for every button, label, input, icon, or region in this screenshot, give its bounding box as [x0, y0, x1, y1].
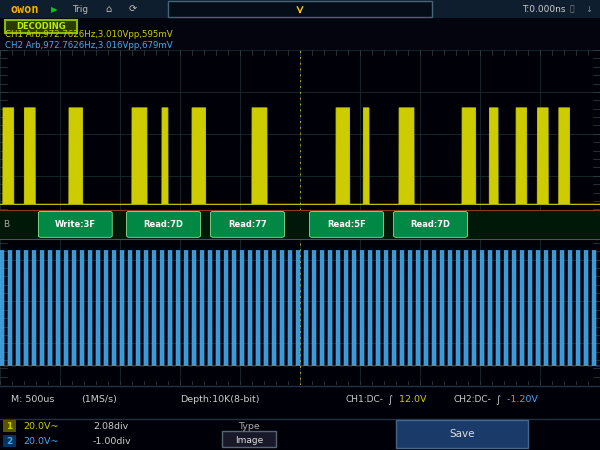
FancyBboxPatch shape [127, 212, 200, 237]
FancyBboxPatch shape [211, 212, 284, 237]
Text: 20.0V~: 20.0V~ [23, 437, 58, 446]
Text: Write:3F: Write:3F [55, 220, 96, 229]
Text: Read:7D: Read:7D [410, 220, 451, 229]
Text: Save: Save [449, 429, 475, 439]
FancyBboxPatch shape [38, 212, 112, 237]
Text: CH1 Arb,972.7626Hz,3.010Vpp,595mV: CH1 Arb,972.7626Hz,3.010Vpp,595mV [5, 31, 172, 40]
Text: T:0.000ns: T:0.000ns [522, 5, 566, 14]
Text: CH2 Arb,972.7626Hz,3.016Vpp,679mV: CH2 Arb,972.7626Hz,3.016Vpp,679mV [5, 41, 172, 50]
Text: B: B [3, 220, 9, 229]
Text: (1MS/s): (1MS/s) [81, 395, 117, 404]
Bar [3, 420, 16, 432]
Bar [0, 210, 600, 239]
Bar [168, 1, 432, 18]
Text: 20.0V~: 20.0V~ [23, 422, 58, 431]
Text: ▶: ▶ [51, 5, 58, 14]
Text: Image: Image [235, 436, 263, 445]
Text: Depth:10K(8-bit): Depth:10K(8-bit) [180, 395, 260, 404]
FancyBboxPatch shape [310, 212, 383, 237]
Text: owon: owon [11, 3, 40, 16]
Bar [396, 420, 528, 448]
Text: CH1:DC-: CH1:DC- [345, 395, 383, 404]
FancyBboxPatch shape [394, 212, 467, 237]
Text: CH2:DC-: CH2:DC- [453, 395, 491, 404]
Text: Read:5F: Read:5F [327, 220, 366, 229]
Text: M: 500us: M: 500us [11, 395, 54, 404]
Bar [0, 0, 600, 18]
Text: ∫: ∫ [495, 395, 500, 405]
Text: DECODING: DECODING [16, 22, 65, 31]
Text: Read:7D: Read:7D [143, 220, 184, 229]
Bar [0, 18, 600, 50]
Text: ⌂: ⌂ [105, 4, 111, 14]
Bar [3, 435, 16, 447]
Text: 2: 2 [7, 437, 13, 446]
Text: ⟳: ⟳ [129, 4, 137, 14]
Text: -1.00div: -1.00div [93, 437, 131, 446]
Bar [5, 20, 77, 33]
Text: 1: 1 [7, 422, 13, 431]
Text: -1.20V: -1.20V [504, 395, 538, 404]
Text: 2.08div: 2.08div [93, 422, 128, 431]
Text: 🔒: 🔒 [570, 5, 575, 14]
Text: Type: Type [238, 422, 260, 431]
Text: Read:77: Read:77 [228, 220, 267, 229]
Text: ↓: ↓ [585, 5, 592, 14]
Text: ∫: ∫ [387, 395, 392, 405]
Text: Trig: Trig [72, 5, 88, 14]
Text: 12.0V: 12.0V [396, 395, 427, 404]
Bar [222, 431, 276, 447]
